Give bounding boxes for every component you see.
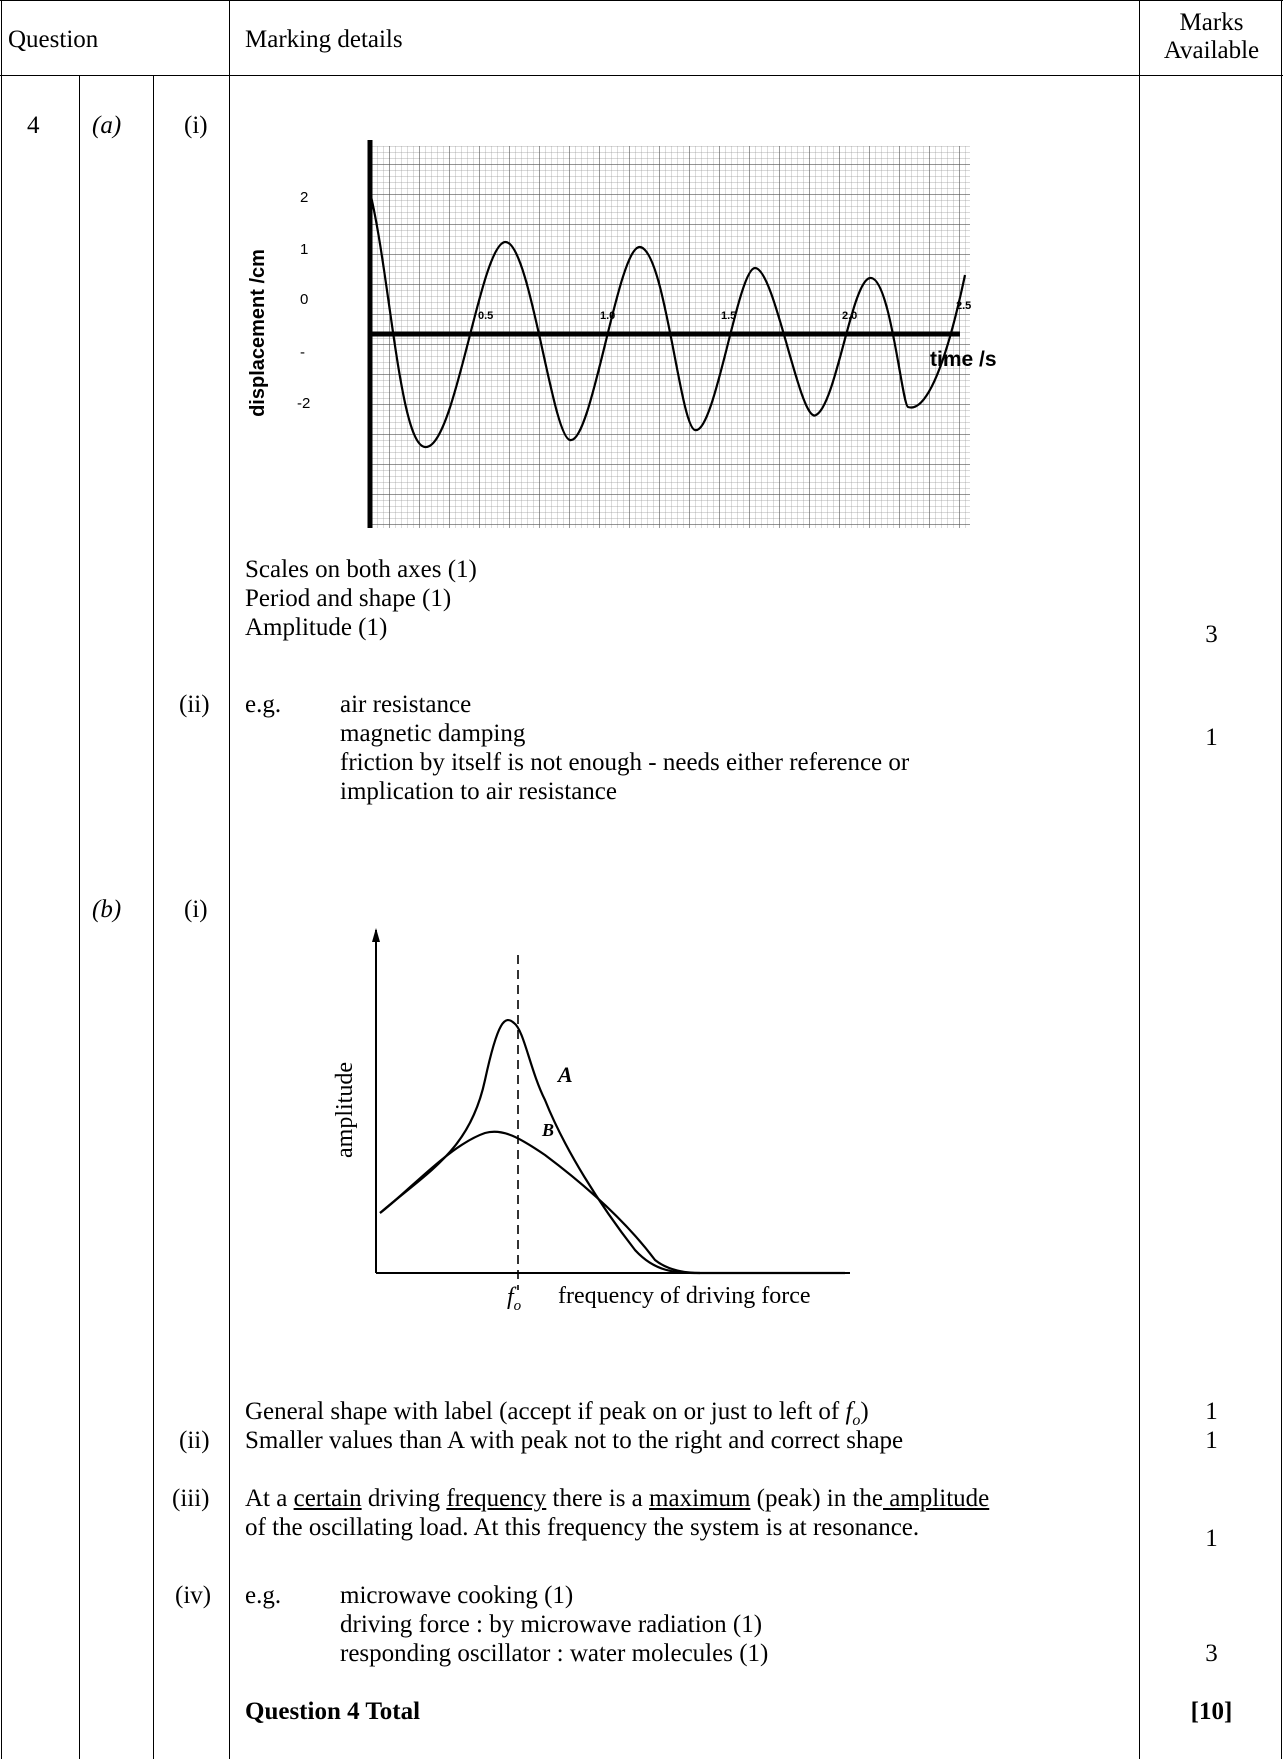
column-rule-1 xyxy=(79,76,80,1759)
a-ii-line-1: air resistance xyxy=(340,691,472,718)
b-i-f: f xyxy=(845,1398,853,1425)
b-iv-line-1: microwave cooking (1) xyxy=(340,1582,574,1609)
b-ii-marks: 1 xyxy=(1205,1427,1218,1454)
a-ii-eg: e.g. xyxy=(245,691,282,718)
part-a-label: (a) xyxy=(92,112,122,139)
y-tick-minus1: - xyxy=(300,344,305,361)
column-rule-2 xyxy=(153,76,154,1759)
x-tick-1.0: 1.0 xyxy=(600,310,615,322)
table-border-right xyxy=(1281,0,1282,1759)
part-b-label: (b) xyxy=(92,896,122,923)
b-iv-marks: 3 xyxy=(1205,1640,1218,1667)
a-ii-line-2: magnetic damping xyxy=(340,720,526,747)
b-iv-line-3: responding oscillator : water molecules … xyxy=(340,1640,769,1667)
y-axis-label: amplitude xyxy=(332,1062,358,1158)
b-iii-w2: driving xyxy=(361,1485,447,1512)
a-i-marks: 3 xyxy=(1205,621,1218,648)
header-marks-line2: Available xyxy=(1163,37,1260,64)
part-b-iv-label: (iv) xyxy=(175,1582,212,1609)
y-tick-1: 1 xyxy=(300,241,308,258)
x-tick-1.5: 1.5 xyxy=(721,310,736,322)
part-a-i-label: (i) xyxy=(184,112,208,139)
f0-letter: f xyxy=(507,1284,517,1310)
header-marks-line1: Marks xyxy=(1179,9,1244,36)
b-iii-maximum: maximum xyxy=(649,1485,751,1512)
b-iv-line-2: driving force : by microwave radiation (… xyxy=(340,1611,763,1638)
b-ii-text: Smaller values than A with peak not to t… xyxy=(245,1427,904,1454)
x-tick-2.5: 2.5 xyxy=(956,300,971,312)
column-rule-3 xyxy=(229,0,230,1759)
header-question: Question xyxy=(8,26,99,53)
a-ii-line-4: implication to air resistance xyxy=(340,778,617,805)
b-iv-eg: e.g. xyxy=(245,1582,282,1609)
x-tick-0.5: 0.5 xyxy=(478,310,493,322)
header-divider xyxy=(0,75,1283,76)
x-axis-label: frequency of driving force xyxy=(558,1283,811,1309)
question-number: 4 xyxy=(27,112,40,139)
x-tick-2.0: 2.0 xyxy=(842,310,857,322)
a-ii-marks: 1 xyxy=(1205,724,1218,751)
b-iii-certain: certain xyxy=(293,1485,362,1512)
a-ii-line-3: friction by itself is not enough - needs… xyxy=(340,749,910,776)
b-iii-marks: 1 xyxy=(1205,1525,1218,1552)
question-total-marks: [10] xyxy=(1190,1698,1233,1725)
b-i-text: General shape with label (accept if peak… xyxy=(245,1397,869,1435)
column-rule-4 xyxy=(1139,0,1140,1759)
b-iii-amplitude: amplitude xyxy=(883,1485,990,1512)
table-border-top xyxy=(0,0,1283,1)
b-i-subscript: o xyxy=(852,1412,861,1429)
part-b-iii-label: (iii) xyxy=(172,1485,210,1512)
b-iii-w3: there is a xyxy=(546,1485,650,1512)
a-i-point-3: Amplitude (1) xyxy=(245,614,388,641)
a-i-point-2: Period and shape (1) xyxy=(245,585,452,612)
damped-oscillation-curve xyxy=(368,191,967,449)
resonance-curve-graph: amplitude A B fo frequency of driving fo… xyxy=(332,928,850,1314)
b-i-text-main: General shape with label (accept if peak… xyxy=(245,1398,846,1425)
y-axis-label: displacement /cm xyxy=(247,249,269,417)
f0-subscript: o xyxy=(514,1298,522,1314)
b-iii-line-1: At a certain driving frequency there is … xyxy=(245,1484,989,1513)
b-i-close: ) xyxy=(860,1398,869,1425)
curve-b-label: B xyxy=(541,1120,554,1140)
question-total-label: Question 4 Total xyxy=(245,1698,421,1725)
y-tick-2: 2 xyxy=(300,189,308,206)
curve-a-label: A xyxy=(556,1062,573,1087)
b-iii-line-2: of the oscillating load. At this frequen… xyxy=(245,1514,920,1541)
x-axis-label: time /s xyxy=(930,348,997,371)
y-tick-minus2: -2 xyxy=(297,395,310,412)
curve-a xyxy=(379,1019,845,1275)
b-iii-w1: At a xyxy=(245,1485,294,1512)
table-border-left xyxy=(1,0,2,1759)
part-a-ii-label: (ii) xyxy=(179,691,210,718)
b-iii-frequency: frequency xyxy=(446,1485,547,1512)
part-b-ii-label: (ii) xyxy=(179,1427,210,1454)
curve-b xyxy=(379,1130,701,1275)
y-axis-arrow xyxy=(372,928,380,942)
displacement-time-graph: displacement /cm 2 1 0 - -2 0.5 1.0 1.5 … xyxy=(247,140,997,528)
b-i-marks: 1 xyxy=(1205,1398,1218,1425)
b-iii-w4: (peak) in the xyxy=(750,1485,884,1512)
f0-label: fo xyxy=(507,1284,522,1314)
a-i-point-1: Scales on both axes (1) xyxy=(245,556,477,583)
y-tick-0: 0 xyxy=(300,291,308,308)
part-b-i-label: (i) xyxy=(184,896,208,923)
header-marking-details: Marking details xyxy=(245,26,403,53)
